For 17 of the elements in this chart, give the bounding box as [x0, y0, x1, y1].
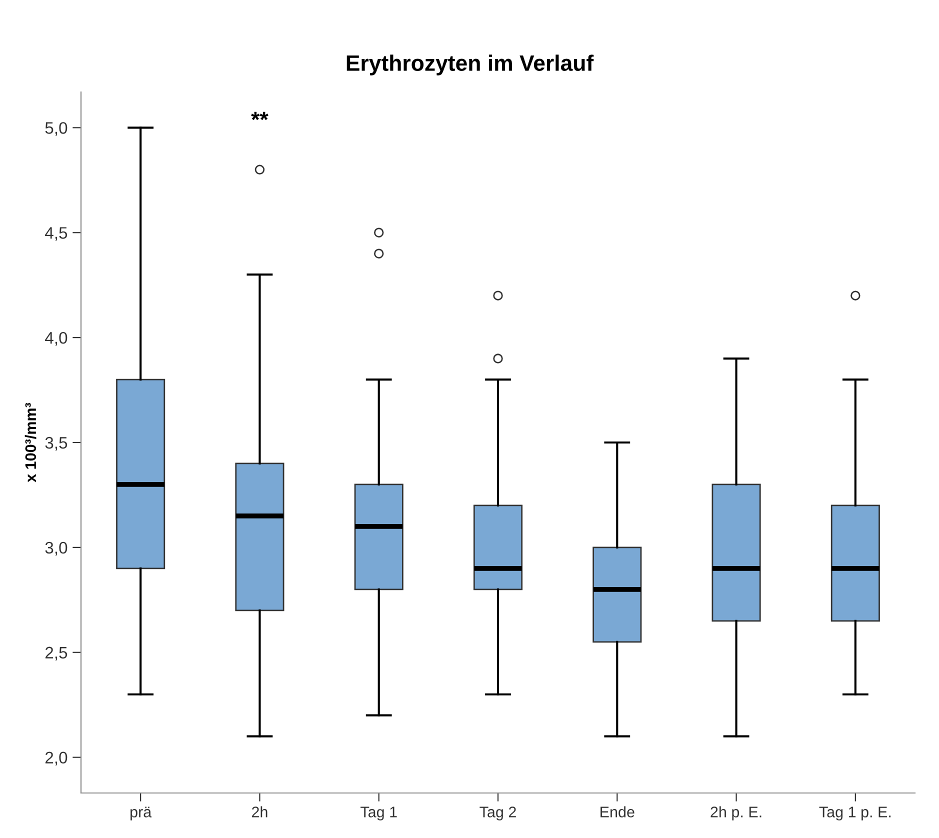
x-tick-label: Ende: [600, 806, 634, 818]
y-tick-label: 2,0: [45, 752, 68, 766]
y-tick-label: 2,5: [45, 646, 68, 661]
y-tick-label: 5,0: [45, 122, 68, 136]
y-tick-label: 4,0: [45, 332, 68, 346]
annotation: **: [251, 112, 268, 120]
y-tick-label: 3,5: [45, 436, 68, 451]
x-tick-label: Tag 1: [360, 806, 397, 820]
y-axis-title: x 100³/mm³: [24, 402, 36, 482]
x-tick-label: Tag 1 p. E.: [819, 806, 891, 820]
y-tick-label: 4,5: [45, 227, 68, 241]
y-tick-label: 3,0: [45, 542, 68, 556]
x-tick-label: prä: [130, 806, 152, 820]
chart-title: Erythrozyten im Verlauf: [346, 54, 594, 76]
x-tick-label: 2h: [252, 806, 268, 818]
x-tick-label: 2h p. E.: [710, 806, 762, 820]
x-tick-label: Tag 2: [480, 806, 516, 820]
